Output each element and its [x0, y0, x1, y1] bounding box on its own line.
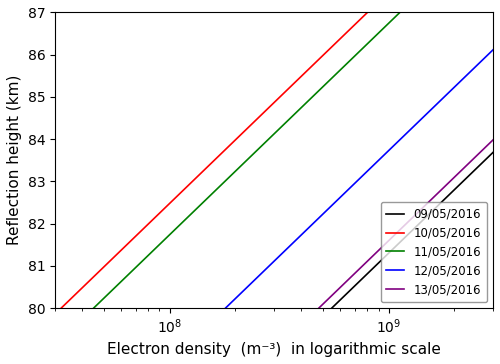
09/05/2016 — [494, 146, 500, 150]
12/05/2016 — [474, 64, 480, 68]
10/05/2016 — [240, 130, 246, 134]
11/05/2016 — [236, 166, 242, 170]
Line: 10/05/2016: 10/05/2016 — [61, 12, 368, 308]
Line: 11/05/2016: 11/05/2016 — [94, 12, 400, 308]
12/05/2016 — [388, 146, 394, 150]
12/05/2016 — [370, 164, 376, 168]
11/05/2016 — [238, 164, 244, 168]
10/05/2016 — [206, 164, 212, 168]
Line: 09/05/2016: 09/05/2016 — [332, 12, 500, 308]
11/05/2016 — [390, 17, 396, 22]
12/05/2016 — [368, 166, 374, 170]
10/05/2016 — [58, 306, 64, 310]
09/05/2016 — [328, 306, 334, 310]
13/05/2016 — [463, 164, 469, 168]
Legend: 09/05/2016, 10/05/2016, 11/05/2016, 12/05/2016, 13/05/2016: 09/05/2016, 10/05/2016, 11/05/2016, 12/0… — [380, 202, 487, 302]
11/05/2016 — [397, 10, 403, 15]
13/05/2016 — [482, 146, 488, 150]
11/05/2016 — [273, 130, 279, 134]
13/05/2016 — [498, 130, 500, 134]
Line: 13/05/2016: 13/05/2016 — [318, 12, 500, 308]
13/05/2016 — [316, 306, 322, 310]
09/05/2016 — [476, 164, 482, 168]
Line: 12/05/2016: 12/05/2016 — [226, 12, 500, 308]
10/05/2016 — [309, 64, 315, 68]
11/05/2016 — [90, 306, 96, 310]
10/05/2016 — [204, 166, 210, 170]
13/05/2016 — [461, 166, 467, 170]
12/05/2016 — [222, 306, 228, 310]
10/05/2016 — [364, 10, 370, 15]
X-axis label: Electron density  (m⁻³)  in logarithmic scale: Electron density (m⁻³) in logarithmic sc… — [107, 342, 441, 357]
11/05/2016 — [256, 146, 262, 150]
10/05/2016 — [357, 17, 363, 22]
09/05/2016 — [474, 166, 480, 170]
Y-axis label: Reflection height (km): Reflection height (km) — [7, 75, 22, 245]
12/05/2016 — [404, 130, 410, 134]
10/05/2016 — [224, 146, 230, 150]
11/05/2016 — [342, 64, 347, 68]
